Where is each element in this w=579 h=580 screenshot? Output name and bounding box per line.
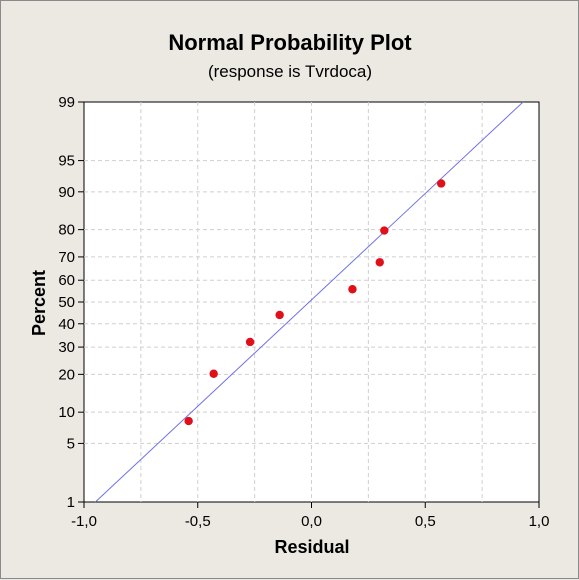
data-point xyxy=(209,369,218,378)
x-tick-label: 0,5 xyxy=(415,513,436,530)
y-tick-label: 60 xyxy=(58,272,75,289)
data-point xyxy=(380,226,389,235)
y-axis-ticks: 1 5 10 20 30 40 50 60 70 80 90 95 99 xyxy=(58,94,84,511)
y-tick-label: 80 xyxy=(58,222,75,239)
grid-lines xyxy=(84,102,539,502)
data-point xyxy=(375,258,384,267)
y-tick-label: 5 xyxy=(67,435,75,452)
fit-line xyxy=(95,101,524,503)
data-point xyxy=(184,416,193,426)
x-axis-ticks: -1,0 -0,5 0,0 0,5 1,0 xyxy=(71,502,549,530)
y-tick-label: 99 xyxy=(58,94,75,111)
y-tick-label: 90 xyxy=(58,184,75,201)
y-axis-label: Percent xyxy=(29,270,49,336)
chart-title: Normal Probability Plot xyxy=(168,30,412,55)
x-tick-label: -1,0 xyxy=(71,513,97,530)
x-axis-label: Residual xyxy=(274,537,349,557)
data-point xyxy=(245,337,255,347)
y-tick-label: 40 xyxy=(58,316,75,333)
y-tick-label: 10 xyxy=(58,404,75,421)
y-tick-label: 30 xyxy=(58,339,75,356)
x-tick-label: 1,0 xyxy=(529,513,550,530)
data-point xyxy=(348,285,357,294)
x-tick-label: -0,5 xyxy=(185,513,211,530)
y-tick-label: 50 xyxy=(58,294,75,311)
data-points xyxy=(184,179,446,426)
data-point xyxy=(275,310,284,320)
chart-subtitle: (response is Tvrdoca) xyxy=(208,62,372,81)
y-tick-label: 20 xyxy=(58,366,75,383)
y-tick-label: 70 xyxy=(58,249,75,266)
data-point xyxy=(436,179,446,188)
x-tick-label: 0,0 xyxy=(301,513,322,530)
y-tick-label: 1 xyxy=(67,494,75,511)
y-tick-label: 95 xyxy=(58,153,75,170)
